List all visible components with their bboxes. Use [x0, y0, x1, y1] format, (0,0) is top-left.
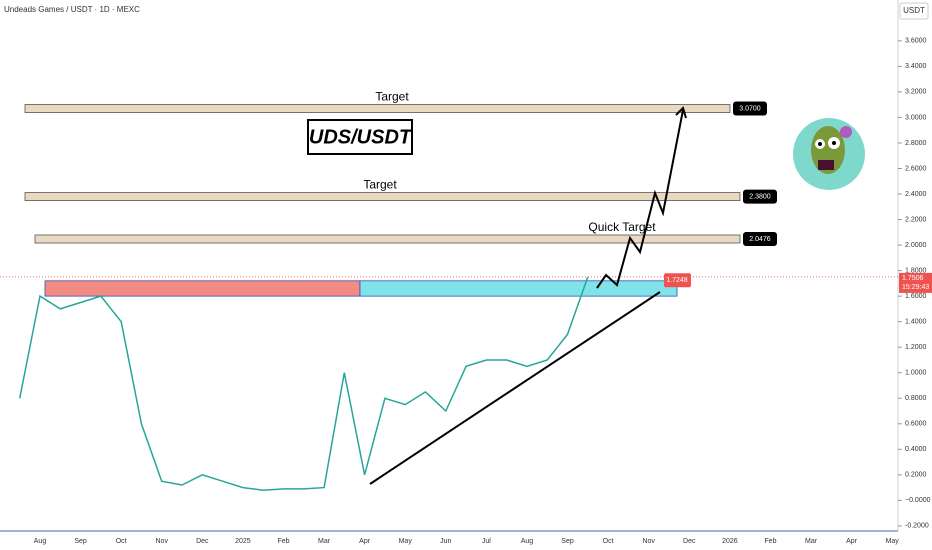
- x-tick-label: Jul: [482, 538, 491, 545]
- x-tick-label: Sep: [74, 538, 87, 545]
- x-tick-label: Jun: [440, 538, 451, 545]
- x-tick-label: Oct: [116, 538, 127, 545]
- level-price-label: 2.0476: [749, 236, 771, 243]
- y-tick-label: 0.4000: [905, 446, 927, 453]
- level-price-label: 2.3800: [749, 193, 771, 200]
- zone: [44, 280, 361, 297]
- y-tick-label: 2.6000: [905, 165, 927, 172]
- x-tick-label: Oct: [603, 538, 614, 545]
- title-box: [307, 119, 413, 155]
- y-tick-label: 2.4000: [905, 191, 927, 198]
- y-tick-label: 1.8000: [905, 267, 927, 274]
- countdown: 15:29:43: [902, 284, 929, 291]
- y-tick-label: 1.2000: [905, 344, 927, 351]
- x-tick-label: Aug: [34, 538, 47, 545]
- level-price-label: 3.0700: [739, 105, 761, 112]
- level-price-box: [743, 189, 777, 204]
- current-price: 1.7506: [902, 275, 924, 282]
- x-tick-label: 2026: [722, 538, 738, 545]
- projection-arrow: [596, 106, 687, 289]
- y-tick-label: 3.4000: [905, 63, 927, 70]
- x-tick-label: Nov: [156, 538, 169, 545]
- y-tick-label: −0.0000: [905, 497, 931, 504]
- x-tick-label: Mar: [318, 538, 331, 545]
- y-tick-label: 1.0000: [905, 370, 927, 377]
- x-tick-label: Mar: [805, 538, 818, 545]
- x-tick-label: 2025: [235, 538, 251, 545]
- y-tick-label: -0.2000: [905, 523, 929, 530]
- x-tick-label: Apr: [359, 538, 371, 545]
- target-level: [34, 234, 741, 244]
- y-tick-label: 2.8000: [905, 140, 927, 147]
- target-level: [24, 192, 741, 201]
- level-label: Target: [375, 90, 409, 104]
- y-tick-label: 1.4000: [905, 319, 927, 326]
- y-tick-label: 0.6000: [905, 421, 927, 428]
- price-alert-box: [664, 273, 691, 288]
- x-tick-label: May: [886, 538, 900, 545]
- y-tick-label: 3.2000: [905, 89, 927, 96]
- y-tick-label: 2.2000: [905, 216, 927, 223]
- x-tick-label: Dec: [683, 538, 696, 545]
- zone: [359, 280, 678, 297]
- y-tick-label: 3.0000: [905, 114, 927, 121]
- y-tick-label: 3.6000: [905, 38, 927, 45]
- currency-box: [899, 2, 929, 20]
- target-level: [24, 104, 731, 113]
- level-label: Quick Target: [588, 220, 656, 234]
- mascot: [793, 118, 865, 190]
- x-tick-label: Apr: [846, 538, 858, 545]
- level-price-box: [743, 232, 777, 247]
- x-tick-label: Nov: [642, 538, 655, 545]
- y-tick-label: 2.0000: [905, 242, 927, 249]
- chart-title: UDS/USDT: [309, 126, 413, 148]
- x-tick-label: May: [399, 538, 413, 545]
- x-tick-label: Aug: [521, 538, 534, 545]
- level-price-box: [733, 101, 767, 116]
- x-tick-label: Sep: [561, 538, 574, 545]
- y-tick-label: 0.8000: [905, 395, 927, 402]
- price-alert-label: 1.7248: [666, 277, 688, 284]
- x-tick-label: Dec: [196, 538, 209, 545]
- currency: USDT: [903, 6, 925, 15]
- x-tick-label: Feb: [277, 538, 289, 545]
- level-label: Target: [363, 178, 397, 192]
- y-tick-label: 1.6000: [905, 293, 927, 300]
- y-tick-label: 0.2000: [905, 472, 927, 479]
- x-tick-label: Feb: [764, 538, 776, 545]
- price-line: [18, 276, 589, 491]
- trendline: [369, 291, 661, 485]
- current-price-box: [899, 272, 932, 293]
- symbol: Undeads Games / USDT · 1D · MEXC: [4, 5, 140, 14]
